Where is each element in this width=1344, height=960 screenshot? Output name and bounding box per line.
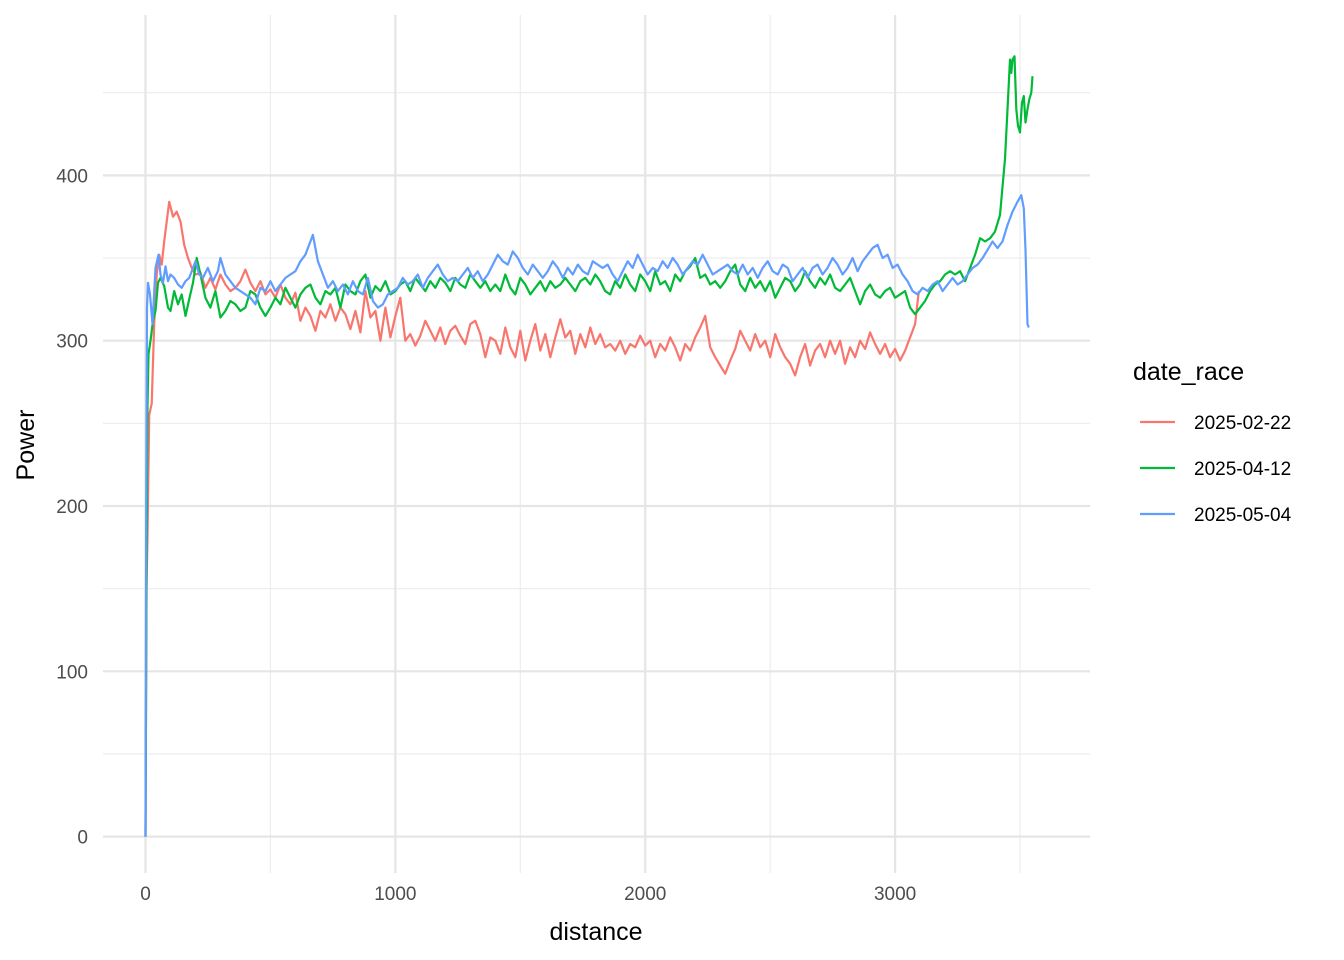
- series-line-2025-02-22: [144, 200, 920, 837]
- y-tick-label: 100: [56, 662, 88, 683]
- series-line-2025-05-04: [144, 194, 1030, 837]
- x-axis-title: distance: [549, 918, 642, 946]
- legend-title: date_race: [1133, 358, 1244, 386]
- y-axis-tick-labels: 0 100 200 300 400: [56, 166, 88, 848]
- legend-label: 2025-04-12: [1194, 459, 1291, 480]
- x-tick-label: 0: [140, 884, 151, 905]
- legend: date_race 2025-02-22 2025-04-12 2025-05-04: [1133, 358, 1292, 526]
- minor-gridlines: [103, 15, 1090, 873]
- x-tick-label: 3000: [874, 884, 916, 905]
- x-tick-label: 1000: [374, 884, 416, 905]
- y-tick-label: 200: [56, 497, 88, 518]
- y-tick-label: 0: [77, 828, 88, 849]
- x-axis-tick-labels: 0 1000 2000 3000: [140, 884, 916, 905]
- y-axis-title: Power: [12, 410, 40, 481]
- legend-item: 2025-05-04: [1140, 505, 1292, 526]
- legend-item: 2025-04-12: [1140, 459, 1291, 480]
- legend-item: 2025-02-22: [1140, 413, 1291, 434]
- x-tick-label: 2000: [624, 884, 666, 905]
- legend-items: 2025-02-22 2025-04-12 2025-05-04: [1140, 413, 1292, 526]
- y-tick-label: 300: [56, 332, 88, 353]
- y-tick-label: 400: [56, 166, 88, 187]
- legend-label: 2025-05-04: [1194, 505, 1292, 526]
- legend-label: 2025-02-22: [1194, 413, 1291, 434]
- series-line-2025-04-12: [144, 55, 1034, 837]
- series-lines: [144, 55, 1034, 837]
- major-gridlines: [103, 15, 1090, 873]
